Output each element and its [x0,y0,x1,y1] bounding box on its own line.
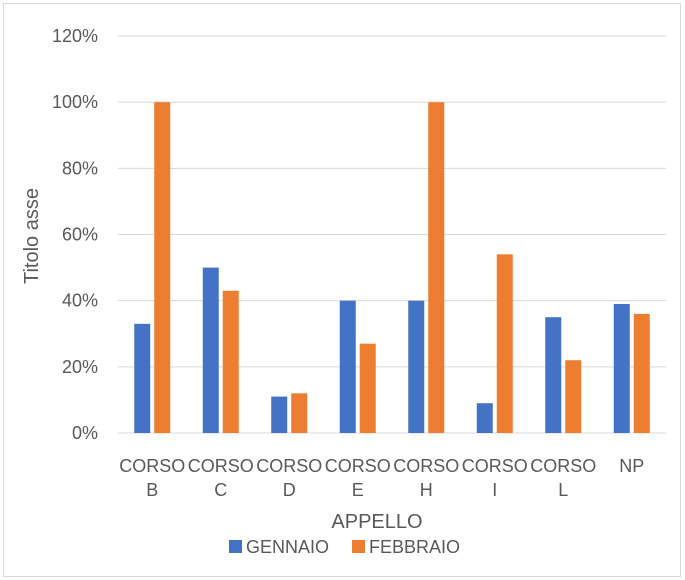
y-tick-label: 40% [62,291,98,311]
legend-label-febbraio: FEBBRAIO [369,537,460,557]
bar-gennaio [339,300,356,433]
x-axis-title: APPELLO [331,511,422,533]
y-tick-label: 60% [62,225,98,245]
bar-gennaio [202,267,219,433]
y-tick-label: 120% [52,26,98,46]
legend-label-gennaio: GENNAIO [246,537,329,557]
chart-frame [3,3,681,577]
legend-swatch-gennaio [229,540,242,553]
bar-febbraio [565,360,582,433]
bar-gennaio [408,300,425,433]
x-tick-label: NP [619,456,644,476]
bar-febbraio [496,254,513,433]
x-tick-label: CORSO L [530,456,596,500]
y-axis-tick-labels: 0% 20% 40% 60% 80% 100% 120% [52,26,98,443]
bar-febbraio [291,393,308,433]
legend: GENNAIO FEBBRAIO [229,537,460,557]
bar-gennaio [545,317,562,433]
bar-febbraio [154,102,171,434]
y-tick-label: 80% [62,158,98,178]
x-tick-label: CORSO D [256,456,322,500]
y-tick-label: 100% [52,92,98,112]
bar-febbraio [359,343,376,433]
bar-gennaio [134,323,151,433]
bar-febbraio [428,102,445,434]
x-tick-label: CORSO B [119,456,185,500]
bars [134,102,650,434]
y-tick-label: 0% [72,423,98,443]
x-tick-label: CORSO H [393,456,459,500]
legend-swatch-febbraio [352,540,365,553]
y-axis-title: Titolo asse [21,188,43,284]
x-tick-label: CORSO E [325,456,391,500]
bar-febbraio [633,313,650,433]
y-tick-label: 20% [62,357,98,377]
bar-gennaio [271,396,288,433]
x-tick-label: CORSO C [188,456,254,500]
bar-gennaio [476,403,493,433]
bar-gennaio [613,303,630,433]
bar-febbraio [222,290,239,433]
x-tick-label: CORSO I [462,456,528,500]
gridlines [118,35,666,434]
